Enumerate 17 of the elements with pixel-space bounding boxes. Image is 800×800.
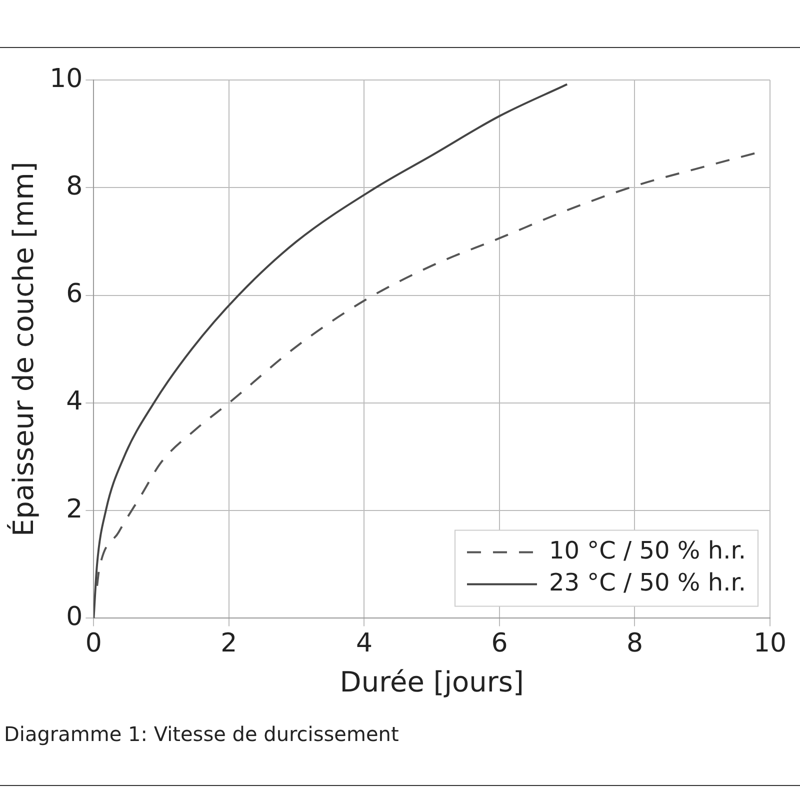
x-tick-label: 8 <box>626 628 644 659</box>
text: Diagramme 1: Vitesse de durcissement <box>4 722 399 746</box>
x-tick-label: 6 <box>491 628 508 659</box>
y-tick-label: 4 <box>66 386 83 417</box>
y-axis-title: Épaisseur de couche [mm] <box>7 162 40 537</box>
y-tick-label: 0 <box>66 602 83 632</box>
legend-label: 10 °C / 50 % h.r. <box>548 536 746 564</box>
x-axis-title: Durée [jours] <box>340 665 524 698</box>
x-tick-label: 2 <box>220 628 238 659</box>
y-tick-label: 2 <box>66 494 83 524</box>
x-tick-label: 0 <box>85 628 102 659</box>
y-tick-label: 8 <box>66 171 83 202</box>
x-tick-label: 4 <box>356 628 372 659</box>
x-tick-label: 10 <box>753 628 787 659</box>
y-tick-label: 6 <box>66 279 83 310</box>
legend-label: 23 °C / 50 % h.r. <box>548 568 746 596</box>
y-tick-label: 10 <box>50 64 83 94</box>
